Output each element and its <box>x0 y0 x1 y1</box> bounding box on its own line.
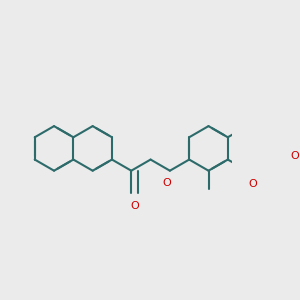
Text: O: O <box>162 178 171 188</box>
Text: O: O <box>290 152 299 161</box>
Text: O: O <box>249 179 257 189</box>
Text: O: O <box>130 201 139 211</box>
